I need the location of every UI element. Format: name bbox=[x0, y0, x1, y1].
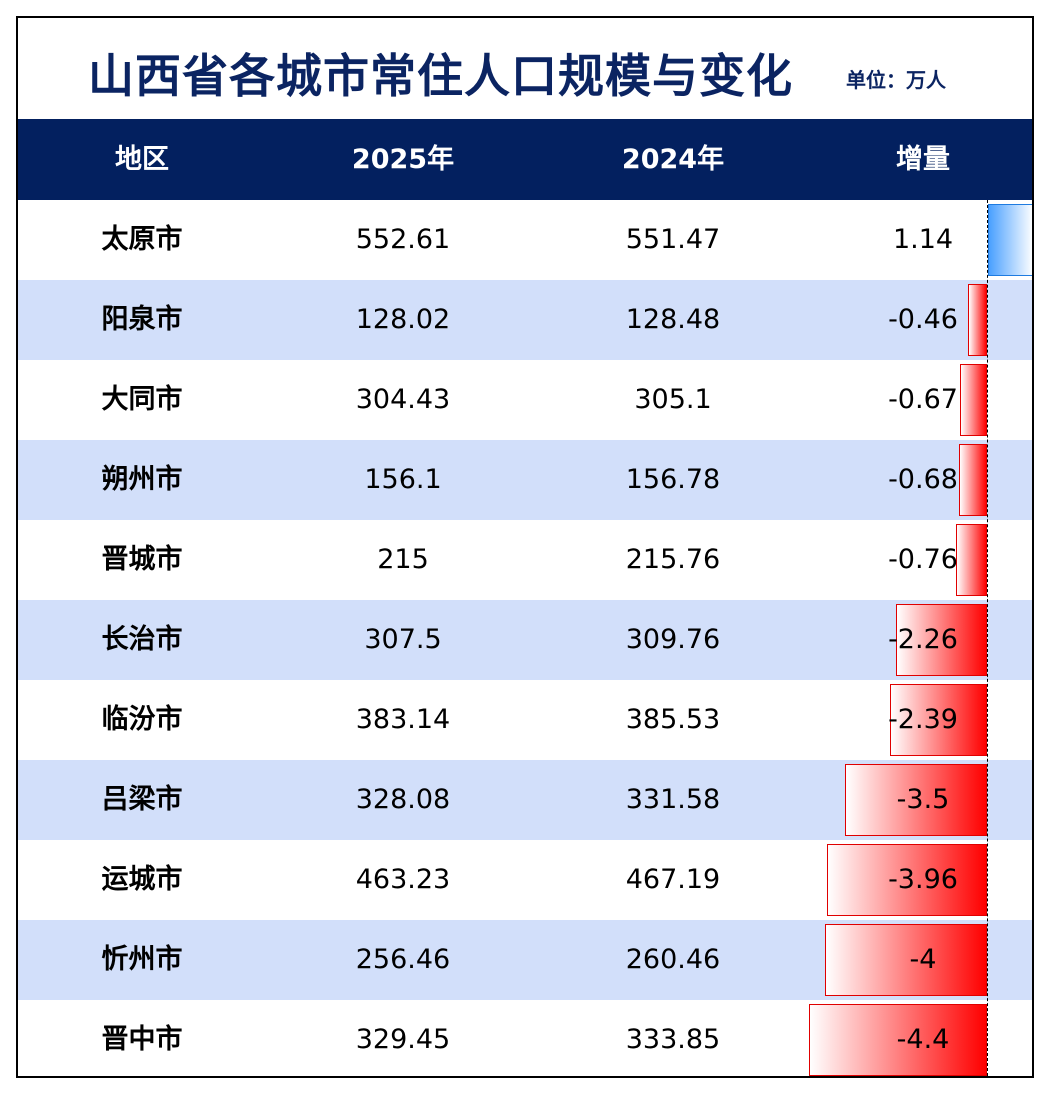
change-bar bbox=[959, 364, 987, 436]
cell-2024: 305.1 bbox=[634, 384, 712, 415]
title-row: 山西省各城市常住人口规模与变化 单位：万人 bbox=[18, 18, 1032, 119]
cell-change: -0.46 bbox=[888, 304, 958, 335]
cell-change: -0.67 bbox=[888, 384, 958, 415]
cell-2024: 333.85 bbox=[625, 1024, 721, 1055]
cell-2024: 331.58 bbox=[625, 784, 721, 815]
table-header: 地区 2025年 2024年 增量 bbox=[18, 119, 1032, 200]
table-row: 大同市 304.43 305.1 -0.67 bbox=[18, 360, 1032, 440]
cell-2024: 128.48 bbox=[625, 304, 721, 335]
header-2024: 2024年 bbox=[621, 144, 725, 175]
cell-region: 运城市 bbox=[101, 864, 183, 895]
cell-region: 晋中市 bbox=[101, 1024, 183, 1055]
table-row: 吕梁市 328.08 331.58 -3.5 bbox=[18, 760, 1032, 840]
cell-region: 阳泉市 bbox=[101, 304, 183, 335]
table-row: 阳泉市 128.02 128.48 -0.46 bbox=[18, 280, 1032, 360]
table-row: 太原市 552.61 551.47 1.14 bbox=[18, 200, 1032, 280]
cell-2024: 215.76 bbox=[625, 544, 721, 575]
change-bar bbox=[826, 844, 987, 916]
cell-region: 临汾市 bbox=[101, 704, 183, 735]
change-bar bbox=[956, 524, 987, 596]
table-row: 晋城市 215 215.76 -0.76 bbox=[18, 520, 1032, 600]
cell-2025: 463.23 bbox=[355, 864, 451, 895]
cell-2025: 256.46 bbox=[355, 944, 451, 975]
cell-2024: 156.78 bbox=[625, 464, 721, 495]
cell-2025: 128.02 bbox=[355, 304, 451, 335]
header-2025: 2025年 bbox=[351, 144, 455, 175]
cell-change: -3.5 bbox=[896, 784, 950, 815]
bar-zero-axis bbox=[987, 200, 988, 1076]
change-bar bbox=[895, 604, 987, 676]
cell-change: -0.76 bbox=[888, 544, 958, 575]
cell-region: 长治市 bbox=[101, 624, 183, 655]
cell-2024: 467.19 bbox=[625, 864, 721, 895]
cell-2025: 304.43 bbox=[355, 384, 451, 415]
cell-2025: 552.61 bbox=[355, 224, 451, 255]
cell-2025: 307.5 bbox=[364, 624, 442, 655]
change-bar bbox=[988, 204, 1032, 276]
table-row: 运城市 463.23 467.19 -3.96 bbox=[18, 840, 1032, 920]
cell-region: 朔州市 bbox=[101, 464, 183, 495]
header-region: 地区 bbox=[115, 144, 169, 175]
cell-region: 晋城市 bbox=[101, 544, 183, 575]
table-row: 临汾市 383.14 385.53 -2.39 bbox=[18, 680, 1032, 760]
cell-region: 忻州市 bbox=[101, 944, 183, 975]
table-row: 朔州市 156.1 156.78 -0.68 bbox=[18, 440, 1032, 520]
change-bar bbox=[959, 444, 987, 516]
page-title: 山西省各城市常住人口规模与变化 bbox=[88, 49, 793, 103]
cell-2025: 156.1 bbox=[364, 464, 442, 495]
cell-2025: 383.14 bbox=[355, 704, 451, 735]
cell-change: -4.4 bbox=[896, 1024, 950, 1055]
table-row: 长治市 307.5 309.76 -2.26 bbox=[18, 600, 1032, 680]
cell-region: 吕梁市 bbox=[101, 784, 183, 815]
cell-region: 太原市 bbox=[101, 224, 183, 255]
cell-change: -3.96 bbox=[888, 864, 958, 895]
cell-change: 1.14 bbox=[892, 224, 954, 255]
change-bar bbox=[968, 284, 987, 356]
cell-change: -0.68 bbox=[888, 464, 958, 495]
cell-change: -2.39 bbox=[888, 704, 958, 735]
cell-change: -2.26 bbox=[888, 624, 958, 655]
cell-change: -4 bbox=[909, 944, 937, 975]
cell-region: 大同市 bbox=[101, 384, 183, 415]
cell-2024: 385.53 bbox=[625, 704, 721, 735]
change-bar bbox=[845, 764, 987, 836]
cell-2024: 309.76 bbox=[625, 624, 721, 655]
change-bar bbox=[890, 684, 987, 756]
table-row: 晋中市 329.45 333.85 -4.4 bbox=[18, 1000, 1032, 1076]
change-bar bbox=[825, 924, 987, 996]
cell-2025: 328.08 bbox=[355, 784, 451, 815]
change-bar bbox=[809, 1004, 987, 1076]
cell-2024: 551.47 bbox=[625, 224, 721, 255]
cell-2025: 215 bbox=[377, 544, 429, 575]
cell-2024: 260.46 bbox=[625, 944, 721, 975]
table-row: 忻州市 256.46 260.46 -4 bbox=[18, 920, 1032, 1000]
header-change: 增量 bbox=[896, 144, 950, 175]
table-frame: 山西省各城市常住人口规模与变化 单位：万人 地区 2025年 2024年 增量 … bbox=[16, 16, 1034, 1078]
cell-2025: 329.45 bbox=[355, 1024, 451, 1055]
unit-label: 单位：万人 bbox=[846, 68, 946, 92]
